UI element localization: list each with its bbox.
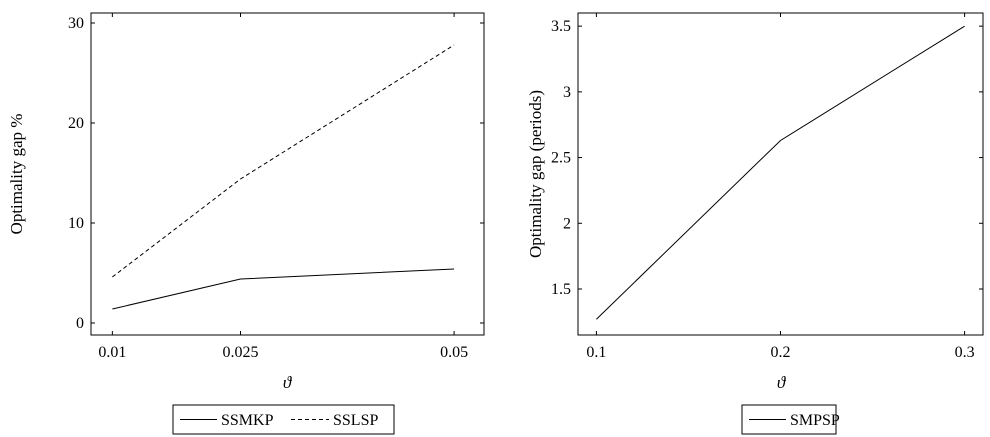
series-line-smpsp: [596, 25, 965, 320]
legend-label-ssmkp: SSMKP: [221, 412, 274, 429]
y-tick-label: 0: [76, 315, 84, 332]
y-tick-label: 20: [68, 115, 84, 132]
y-tick-label: 30: [68, 15, 84, 32]
x-tick-label: 0.05: [440, 344, 468, 361]
plot-frame-right: [577, 12, 984, 336]
x-axis-label-right: ϑ: [777, 373, 787, 392]
series-left: [112, 44, 455, 310]
y-tick-label: 2.5: [551, 150, 571, 167]
x-tick-label: 0.01: [98, 344, 126, 361]
y-tick-label: 10: [68, 215, 84, 232]
series-line-ssmkp: [112, 268, 455, 310]
x-tick-label: 0.1: [586, 344, 606, 361]
chart-left: 0 10 20 30 0.01 0.025 0.05 Optimality gap % ϑ…: [7, 12, 485, 435]
y-tick-label: 3: [563, 84, 571, 101]
x-axis-label-left: ϑ: [283, 373, 293, 392]
series-line-sslsp: [112, 44, 455, 278]
chart-right: 1.5 2 2.5 3 3.5 0.1 0.2 0.3 Optimality gap (pe…: [526, 12, 984, 435]
y-ticks-right: 1.5 2 2.5 3 3.5: [551, 18, 983, 298]
y-tick-label: 1.5: [551, 281, 571, 298]
x-ticks-right: 0.1 0.2 0.3: [586, 13, 975, 361]
x-tick-label: 0.2: [771, 344, 791, 361]
legend-label-smpsp: SMPSP: [790, 412, 840, 429]
y-tick-label: 2: [563, 215, 571, 232]
y-tick-label: 3.5: [551, 18, 571, 35]
series-right: [596, 25, 965, 320]
y-axis-label-left: Optimality gap %: [7, 114, 26, 235]
x-ticks-left: 0.01 0.025 0.05: [98, 13, 468, 361]
legend-right: SMPSP: [741, 404, 840, 435]
x-tick-label: 0.025: [223, 344, 259, 361]
x-tick-label: 0.3: [955, 344, 975, 361]
legend-label-sslsp: SSLSP: [333, 412, 378, 429]
legend-left: SSMKP SSLSP: [172, 404, 395, 435]
y-ticks-left: 0 10 20 30: [68, 15, 484, 332]
y-axis-label-right: Optimality gap (periods): [526, 90, 545, 258]
plot-frame-left: [90, 12, 485, 336]
